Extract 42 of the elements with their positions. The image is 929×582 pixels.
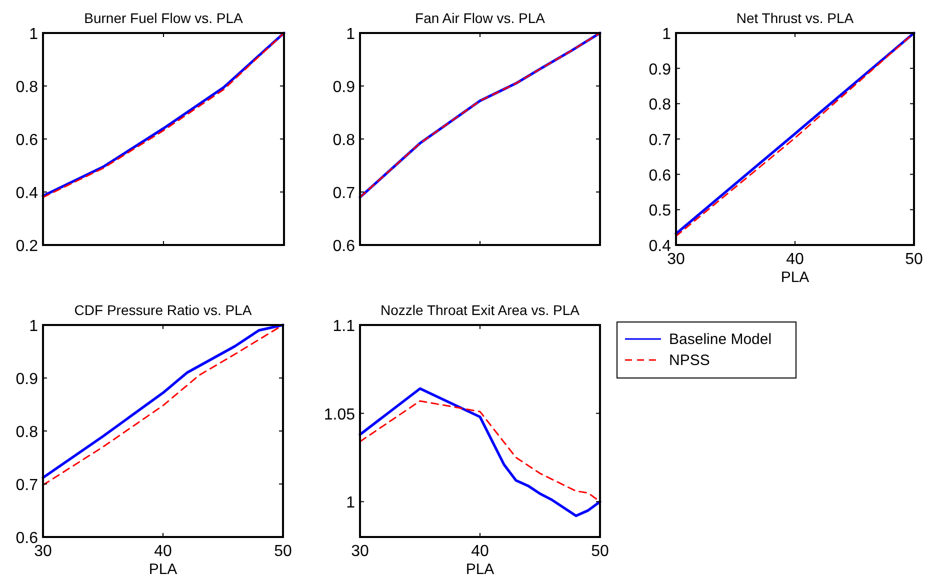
chart-title: CDF Pressure Ratio vs. PLA (74, 302, 252, 318)
x-tick-label: 30 (351, 543, 369, 560)
y-tick-label: 1 (29, 318, 38, 335)
x-tick-label: 50 (905, 251, 923, 268)
chart-title: Burner Fuel Flow vs. PLA (84, 10, 244, 26)
chart-title: Nozzle Throat Exit Area vs. PLA (380, 302, 580, 318)
x-tick-label: 40 (154, 543, 172, 560)
y-tick-label: 0.7 (16, 477, 38, 494)
legend-label: Baseline Model (669, 331, 772, 348)
y-tick-label: 0.8 (16, 424, 38, 441)
y-tick-label: 0.9 (648, 61, 672, 78)
x-tick-label: 30 (34, 543, 52, 560)
x-axis-title: PLA (780, 269, 810, 286)
chart-title: Net Thrust vs. PLA (736, 10, 854, 26)
y-tick-label: 0.8 (16, 79, 38, 96)
y-tick-label: 0.6 (16, 132, 38, 149)
y-tick-label: 0.9 (332, 79, 356, 96)
chart-title: Fan Air Flow vs. PLA (415, 10, 546, 26)
legend-label: NPSS (669, 352, 710, 369)
y-tick-label: 1 (346, 26, 356, 43)
y-tick-label: 0.8 (648, 96, 672, 114)
x-tick-label: 40 (471, 543, 489, 560)
x-tick-label: 40 (786, 251, 804, 268)
y-tick-label: 1.05 (324, 406, 356, 424)
y-tick-label: 0.2 (16, 238, 38, 255)
y-tick-label: 0.6 (648, 167, 672, 184)
y-tick-label: 0.9 (16, 371, 38, 388)
y-tick-label: 0.8 (332, 132, 356, 149)
y-tick-label: 1 (662, 26, 672, 43)
y-tick-label: 0.6 (332, 238, 356, 255)
y-tick-label: 0.7 (332, 185, 356, 202)
x-tick-label: 50 (274, 543, 292, 560)
y-tick-label: 1.1 (332, 318, 356, 335)
y-tick-label: 0.4 (16, 185, 38, 202)
y-tick-label: 1 (29, 26, 38, 43)
x-axis-title: PLA (466, 561, 494, 578)
x-tick-label: 50 (591, 543, 609, 560)
x-tick-label: 30 (667, 251, 685, 268)
y-tick-label: 0.5 (648, 202, 672, 220)
y-tick-label: 1 (346, 494, 356, 512)
y-tick-label: 0.7 (648, 132, 672, 149)
x-axis-title: PLA (148, 561, 178, 578)
